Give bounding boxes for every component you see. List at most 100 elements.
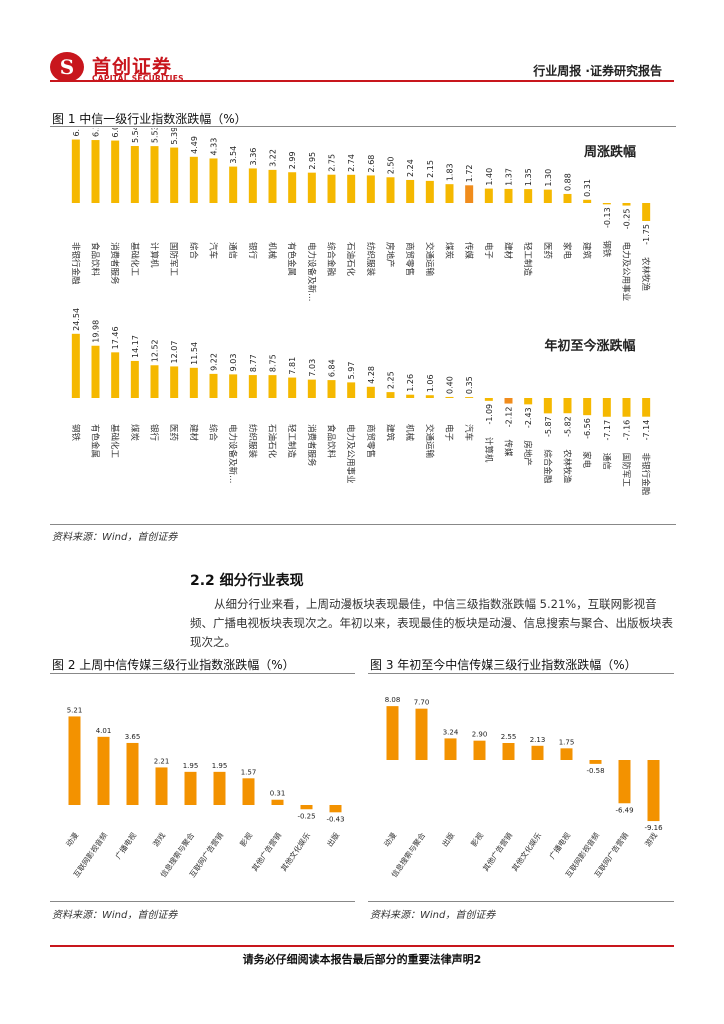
- bar: [484, 188, 493, 203]
- data-label: 11.54: [190, 342, 199, 365]
- category-label: 房地产: [385, 242, 396, 268]
- chart-title: 周涨跌幅: [584, 144, 636, 160]
- data-label: 1.95: [183, 762, 199, 770]
- category-label: 国防军工: [168, 242, 179, 277]
- bar: [642, 398, 651, 417]
- bar: [184, 771, 197, 805]
- bar: [473, 740, 486, 760]
- data-label: -2.43: [524, 407, 533, 428]
- bar: [209, 373, 218, 398]
- bar: [248, 168, 257, 203]
- bar: [248, 375, 257, 398]
- category-label: 电子: [444, 424, 455, 442]
- data-label: 4.28: [367, 366, 376, 384]
- data-label: 2.68: [367, 155, 376, 173]
- data-label: 19.98: [92, 320, 101, 343]
- category-label: 综合: [208, 424, 219, 442]
- bar: [504, 398, 513, 404]
- category-label: 纺织服装: [365, 242, 376, 277]
- data-label: 1.26: [406, 374, 415, 392]
- bar: [71, 139, 80, 203]
- category-label: 家电: [581, 451, 592, 469]
- data-label: -0.13: [603, 207, 612, 228]
- data-label: -7.14: [642, 420, 651, 441]
- bar: [543, 398, 552, 414]
- figure1-source: 资料来源：Wind，首创证券: [52, 532, 178, 543]
- bar: [504, 188, 513, 203]
- data-label: -0.25: [623, 209, 632, 230]
- bar: [386, 706, 399, 760]
- bar: [484, 398, 493, 401]
- category-label: 基础化工: [129, 242, 140, 277]
- data-label: 5.53: [151, 128, 160, 143]
- figure3-rule: [368, 673, 674, 674]
- figure2-source: 资料来源：Wind，首创证券: [52, 910, 178, 921]
- bar: [242, 778, 255, 805]
- data-label: -9.16: [644, 824, 663, 832]
- category-label: 纺织服装: [247, 424, 258, 459]
- bar: [155, 767, 168, 805]
- bar: [307, 172, 316, 203]
- data-label: -5.87: [544, 416, 553, 437]
- data-label: 1.72: [465, 164, 474, 182]
- data-label: 7.03: [308, 359, 317, 377]
- bar: [268, 375, 277, 398]
- category-label: 出版: [324, 830, 341, 848]
- bar: [91, 345, 100, 398]
- bar: [602, 203, 611, 205]
- bar: [445, 184, 454, 203]
- category-label: 农林牧渔: [640, 257, 651, 292]
- data-label: 0.35: [465, 376, 474, 394]
- category-label: 建材: [188, 424, 199, 442]
- bar: [425, 180, 434, 203]
- footer-divider: [50, 945, 674, 947]
- fig2-bars: 5.21动漫4.01互联网影视音频3.65广播电视2.21游戏1.95信息搜索与…: [63, 706, 344, 879]
- data-label: -1.09: [485, 404, 494, 425]
- data-label: 2.90: [472, 731, 488, 739]
- category-label: 钢铁: [601, 240, 612, 258]
- data-label: 5.97: [347, 362, 356, 380]
- fig3-bars: 8.08动漫7.70信息搜索与聚合3.24出版2.90影视2.55其他广告营销2…: [381, 696, 663, 879]
- figure1-bottom-rule: [50, 524, 676, 525]
- category-label: 医药: [542, 242, 553, 259]
- category-label: 建筑: [385, 424, 396, 442]
- report-type: 行业周报 ·证券研究报告: [533, 64, 662, 78]
- data-label: 6.84: [328, 359, 337, 377]
- data-label: 3.54: [229, 146, 238, 164]
- category-label: 食品饮料: [326, 424, 337, 459]
- category-label: 电力及公用事业: [621, 242, 632, 302]
- bar: [531, 745, 544, 760]
- category-label: 游戏: [642, 830, 659, 848]
- category-label: 银行: [149, 424, 160, 442]
- data-label: 17.46: [111, 326, 120, 349]
- category-label: 银行: [247, 242, 258, 260]
- category-label: 计算机: [149, 242, 160, 268]
- section-title: 2.2 细分行业表现: [190, 573, 304, 589]
- bar: [647, 760, 660, 822]
- category-label: 其他广告营销: [480, 830, 514, 873]
- bar: [130, 360, 139, 398]
- category-label: 传媒: [463, 242, 474, 260]
- figure3-source: 资料来源：Wind，首创证券: [370, 910, 496, 921]
- category-label: 钢铁: [70, 424, 81, 442]
- figure2-bottom-rule: [50, 901, 355, 902]
- data-label: 1.83: [446, 163, 455, 181]
- category-label: 煤炭: [129, 424, 140, 442]
- data-label: 2.55: [501, 733, 517, 741]
- data-label: 2.50: [387, 156, 396, 174]
- category-label: 传媒: [503, 440, 514, 458]
- data-label: 5.39: [170, 128, 179, 145]
- bar: [288, 377, 297, 398]
- bar: [406, 179, 415, 203]
- data-label: -2.12: [505, 407, 514, 428]
- bar: [68, 716, 81, 805]
- bar: [563, 398, 572, 414]
- data-label: 2.74: [347, 154, 356, 172]
- data-label: 1.37: [505, 168, 514, 186]
- data-label: -7.17: [603, 420, 612, 441]
- bar: [209, 158, 218, 203]
- data-label: 1.40: [485, 168, 494, 186]
- bar: [229, 166, 238, 203]
- data-label: 2.15: [426, 160, 435, 178]
- logo-text: 首创证券: [92, 56, 173, 78]
